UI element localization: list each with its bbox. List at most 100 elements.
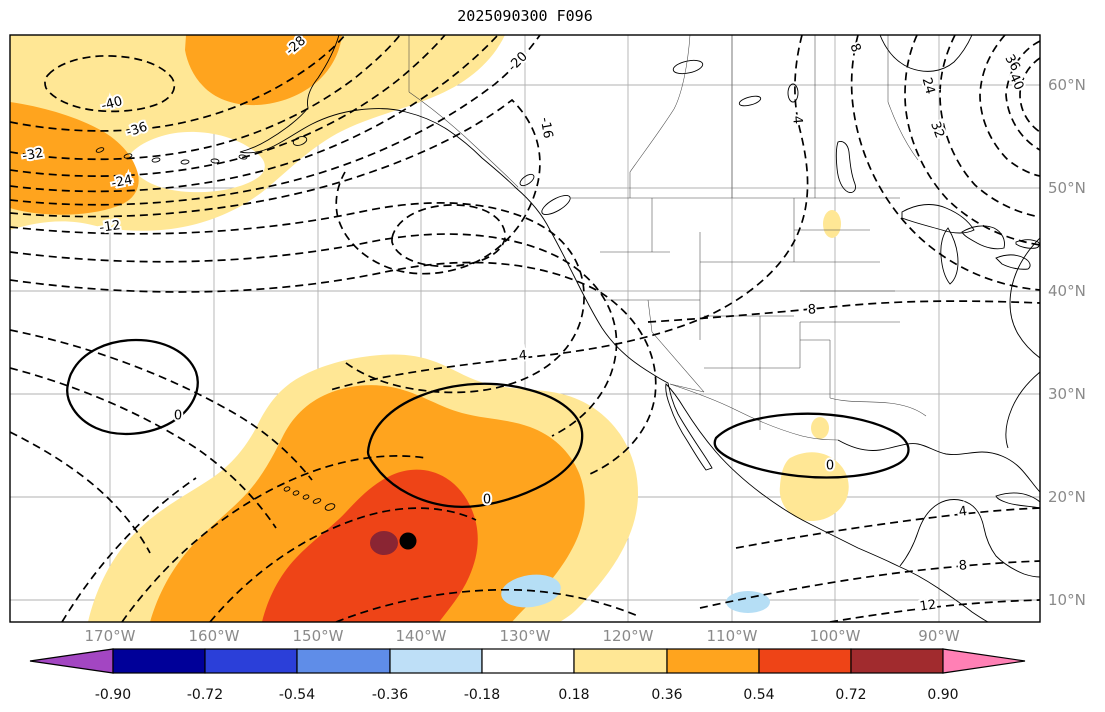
contour-dashed (850, 35, 1040, 291)
contour-dashed (647, 300, 1040, 323)
nw-left-orange (10, 102, 139, 215)
colorbar-segment (758, 648, 852, 674)
coastline-path (899, 499, 1040, 578)
contour-dashed (10, 202, 585, 394)
contour-dashed (979, 35, 1040, 177)
coastline-path (239, 35, 989, 622)
contour-dashed (1005, 40, 1040, 151)
colorbar-arrow-right (942, 648, 1026, 674)
contour-dashed (329, 35, 809, 391)
island-shape (292, 136, 308, 146)
map-frame (9, 34, 1041, 623)
chart-title: 2025090300 F096 (457, 7, 592, 25)
coast-layer (95, 35, 1040, 622)
contour-label: 8 (807, 302, 816, 317)
border-path (829, 397, 927, 417)
coastline-path (901, 204, 975, 234)
contour-dashed (939, 35, 1040, 218)
x-axis-tick-label: 90°W (918, 627, 960, 645)
contour-dashed (10, 98, 541, 275)
contour-dashed (829, 599, 1040, 622)
border-path (669, 383, 839, 441)
x-axis-tick-label: 140°W (396, 627, 447, 645)
contour-dashed (10, 35, 499, 193)
contour-dashed (1019, 57, 1040, 133)
colorbar-tick-label: 0.54 (743, 687, 774, 703)
x-axis-tick-label: 110°W (707, 627, 758, 645)
island-shape (738, 95, 762, 107)
contour-dashed (10, 367, 277, 529)
coastline-path (1005, 371, 1040, 449)
colorbar-segment (204, 648, 298, 674)
coastline-path (995, 254, 1031, 270)
x-axis-tick-label: 130°W (500, 627, 551, 645)
contour-dashed (10, 329, 313, 481)
island-shape (787, 83, 799, 103)
y-axis-tick-label: 10°N (1048, 591, 1086, 609)
island-shape (238, 154, 248, 160)
coastline-path (835, 141, 856, 193)
contour-dashed (44, 55, 176, 113)
island-shape (324, 503, 336, 511)
contour-label: 4 (518, 348, 528, 364)
border-path (887, 35, 919, 161)
island-shape (210, 158, 220, 164)
colorbar-tick-label: 0.36 (651, 687, 682, 703)
colorbar-tick-label: 0.90 (927, 687, 958, 703)
contour-solid (66, 338, 199, 436)
frame-layer (9, 34, 1041, 623)
contour-dashed (735, 507, 1040, 549)
contour-dashed (10, 35, 541, 206)
colorbar-segment (112, 648, 206, 674)
island-shape (519, 173, 535, 187)
contour-label: 4 (958, 504, 968, 520)
colorbar-segment (389, 648, 483, 674)
colorbar-segment (296, 648, 391, 674)
colorbar-segment (481, 648, 575, 674)
coastline-path (995, 492, 1040, 509)
contour-dashed (209, 507, 477, 622)
contour-label: 40 (1006, 71, 1027, 92)
contour-label: 32 (927, 120, 947, 141)
contour-label: 0 (826, 459, 834, 474)
y-axis-tick-label: 60°N (1048, 76, 1086, 94)
mexico-yellow-spot (811, 417, 829, 439)
marker-layer (399, 532, 417, 550)
lightblue-spot-east (726, 591, 770, 613)
dark-red-spot (370, 531, 398, 555)
contour-dashed-layer (10, 35, 1040, 622)
analysis-marker (399, 532, 417, 550)
contour-label: -24 (110, 172, 134, 191)
colorbar-segment (850, 648, 944, 674)
colorbar-arrow-left (29, 648, 114, 674)
colorbar-layer: -0.90 -0.72 -0.54 -0.36 -0.18 0.18 0.36 0.54 0.7… (29, 648, 1026, 703)
contour-solid (713, 412, 910, 479)
island-shape (180, 159, 190, 165)
contour-label: 24 (919, 76, 938, 96)
contour-dashed (10, 35, 346, 132)
contour-dashed (61, 477, 197, 622)
contour-label: -12 (98, 218, 121, 236)
colorbar-segment (573, 648, 668, 674)
colorbar-tick-label: -0.36 (372, 687, 408, 703)
island-shape (292, 490, 300, 496)
x-axis-tick-label: 100°W (810, 627, 861, 645)
colorbar-tick-label: -0.18 (464, 687, 500, 703)
contour-label: -16 (537, 116, 555, 140)
border-layer (408, 35, 927, 441)
nw-top-orange (185, 35, 342, 106)
contour-label: 0 (174, 409, 182, 424)
contour-label: -20 (505, 49, 531, 75)
contour-label: 0 (483, 493, 491, 508)
contour-dashed (904, 35, 1040, 246)
x-axis-tick-label: 120°W (603, 627, 654, 645)
contour-dashed (699, 560, 1040, 609)
coastline-path (837, 439, 1040, 493)
y-axis-tick-label: 40°N (1048, 282, 1086, 300)
colorbar-tick-label: 0.18 (558, 687, 589, 703)
contour-label: 12 (919, 597, 937, 614)
colorbar-segment (666, 648, 760, 674)
contour-dashed (10, 261, 657, 475)
contour-dashed (10, 35, 446, 177)
